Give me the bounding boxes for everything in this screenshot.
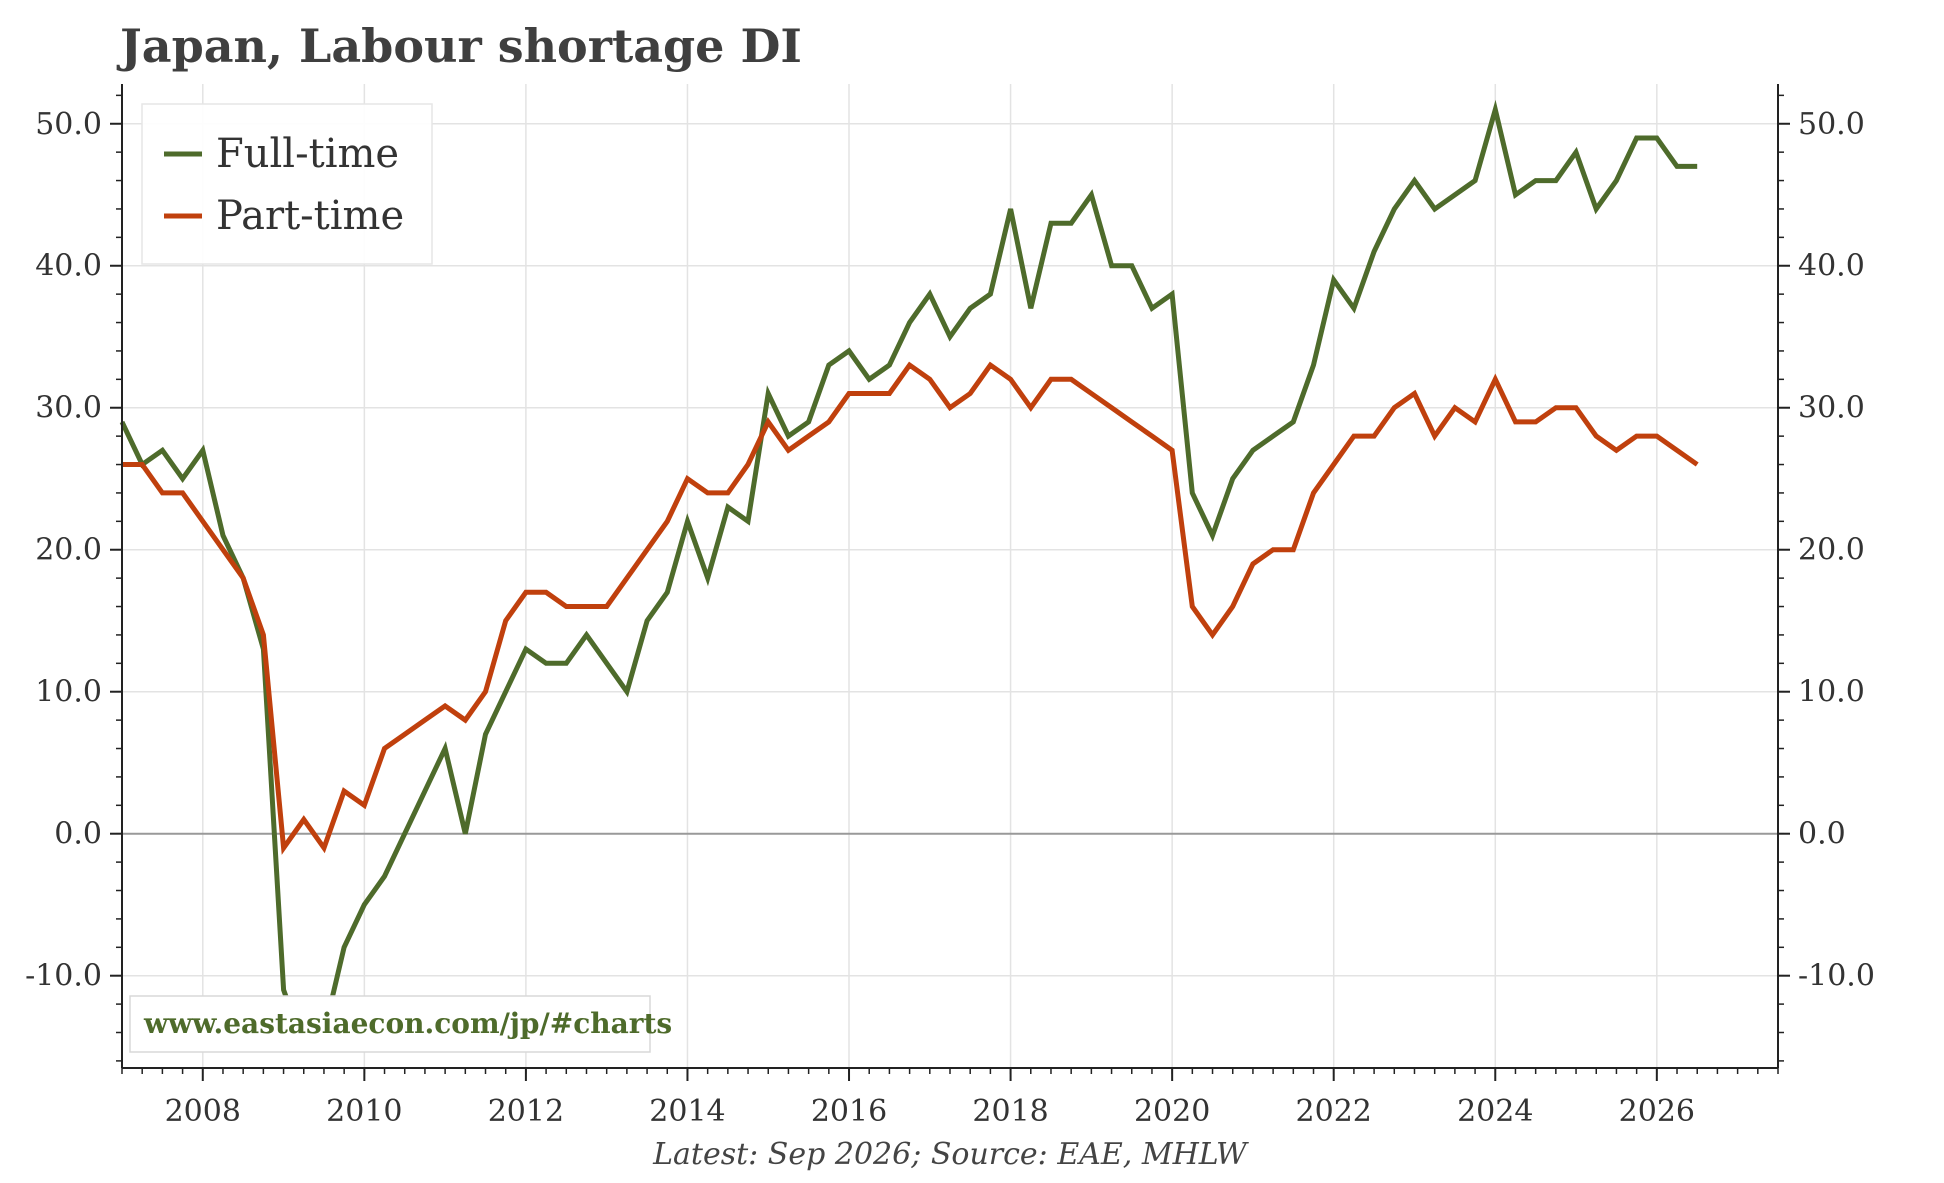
y-tick-label-left: 50.0 <box>35 107 102 142</box>
y-tick-label-right: 10.0 <box>1798 675 1865 710</box>
y-tick-label-left: 20.0 <box>35 533 102 568</box>
y-tick-label-left: 10.0 <box>35 675 102 710</box>
x-tick-label: 2016 <box>811 1094 887 1129</box>
y-tick-label-left: 40.0 <box>35 249 102 284</box>
y-tick-label-right: 40.0 <box>1798 249 1865 284</box>
legend-box <box>141 103 433 265</box>
series-line-full-time <box>119 99 1698 1051</box>
x-tick-label: 2014 <box>649 1094 725 1129</box>
watermark-text: www.eastasiaecon.com/jp/#charts <box>143 1007 672 1040</box>
y-tick-label-right: 50.0 <box>1798 107 1865 142</box>
ticks: -10.0 -10.0 0.0 0.0 10.0 10.0 20.0 20.0 30.0 30.0… <box>25 94 1875 1129</box>
x-tick-label: 2026 <box>1619 1094 1695 1129</box>
chart-footer: Latest: Sep 2026; Source: EAE, MHLW <box>652 1137 1249 1172</box>
y-tick-label-left: 0.0 <box>54 817 102 852</box>
y-tick-label-left: 30.0 <box>35 391 102 426</box>
x-tick-label: 2008 <box>165 1094 241 1129</box>
y-tick-label-right: -10.0 <box>1798 959 1875 994</box>
y-tick-label-right: 30.0 <box>1798 391 1865 426</box>
x-tick-label: 2020 <box>1134 1094 1210 1129</box>
series-line-part-time <box>122 361 1699 855</box>
watermark: www.eastasiaecon.com/jp/#charts <box>129 995 672 1053</box>
legend-label-part-time: Part-time <box>216 193 404 239</box>
series-layer <box>119 99 1699 1051</box>
y-tick-label-right: 0.0 <box>1798 817 1846 852</box>
x-tick-label: 2024 <box>1457 1094 1533 1129</box>
legend: Full-time Part-time <box>141 103 433 265</box>
legend-label-full-time: Full-time <box>216 131 399 177</box>
chart-title: Japan, Labour shortage DI <box>116 19 802 73</box>
watermark-box <box>129 995 651 1053</box>
y-tick-label-left: -10.0 <box>25 959 102 994</box>
x-tick-label: 2022 <box>1296 1094 1372 1129</box>
x-tick-label: 2010 <box>326 1094 402 1129</box>
x-tick-label: 2012 <box>488 1094 564 1129</box>
y-tick-label-right: 20.0 <box>1798 533 1865 568</box>
x-tick-label: 2018 <box>972 1094 1048 1129</box>
